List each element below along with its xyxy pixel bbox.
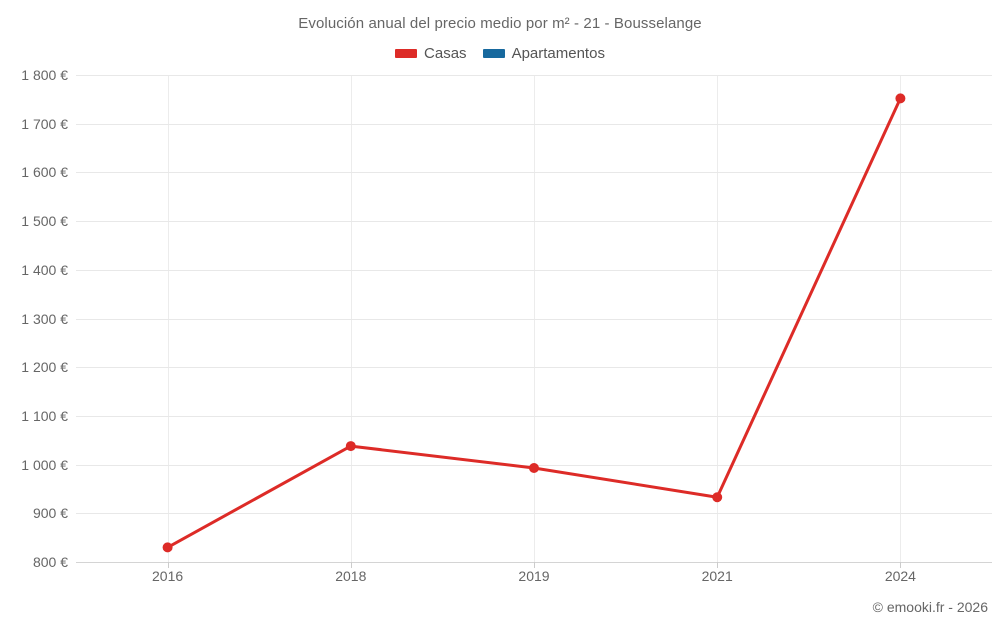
x-axis-labels: 2016 2018 2019 2021 2024 [76,568,992,592]
y-axis-tick-label: 1 800 € [21,67,68,83]
y-axis-tick-label: 1 200 € [21,359,68,376]
y-axis-tick-label: 900 € [32,505,68,522]
y-axis-labels: 800 € 900 € 1 000 € 1 100 € 1 200 € 1 300 € 1 … [0,67,68,570]
x-axis-tick-label: 2018 [335,568,367,584]
gridline-y [76,318,992,320]
y-axis-tick-label: 1 500 € [21,213,68,230]
x-axis-tick-mark [350,562,352,568]
x-axis-tick-label: 2019 [518,568,550,584]
gridline-y [76,415,992,417]
x-axis-tick-label: 2024 [884,568,916,584]
y-axis-tick-label: 1 400 € [21,261,68,278]
x-axis-tick-mark [900,562,902,568]
legend-item-apartamentos[interactable]: Apartamentos [482,45,605,62]
chart-title: Evolución anual del precio medio por m² … [298,15,702,32]
gridline-y [76,221,992,223]
y-axis-tick-label: 1 600 € [21,164,68,181]
legend-item-casas[interactable]: Casas [395,45,467,62]
legend-swatch-apartamentos [482,49,505,58]
gridline-y [76,513,992,515]
x-axis-tick-mark [534,562,535,568]
y-axis-tick-label: 800 € [32,554,68,570]
gridline-y [76,123,992,125]
gridline-y [76,75,992,76]
x-axis-tick-mark [167,562,169,568]
plot-area [76,75,992,568]
x-axis-tick-mark [717,562,719,568]
y-axis-tick-label: 1 000 € [21,456,68,473]
x-axis-tick-label: 2021 [701,568,733,584]
gridline-y [76,464,992,466]
legend-swatch-casas [395,49,418,58]
gridline-y [76,269,992,271]
legend-label-apartamentos: Apartamentos [511,45,605,62]
footer-credit: © emooki.fr - 2026 [872,599,988,615]
gridline-y [76,172,992,174]
y-axis-tick-label: 1 300 € [21,310,68,327]
chart-legend: Casas Apartamentos [0,45,1000,62]
x-axis-tick-label: 2016 [152,568,184,584]
y-axis-tick-label: 1 100 € [21,407,68,424]
gridline-y [76,367,992,369]
legend-label-casas: Casas [424,45,467,62]
y-axis-tick-label: 1 700 € [21,115,68,132]
